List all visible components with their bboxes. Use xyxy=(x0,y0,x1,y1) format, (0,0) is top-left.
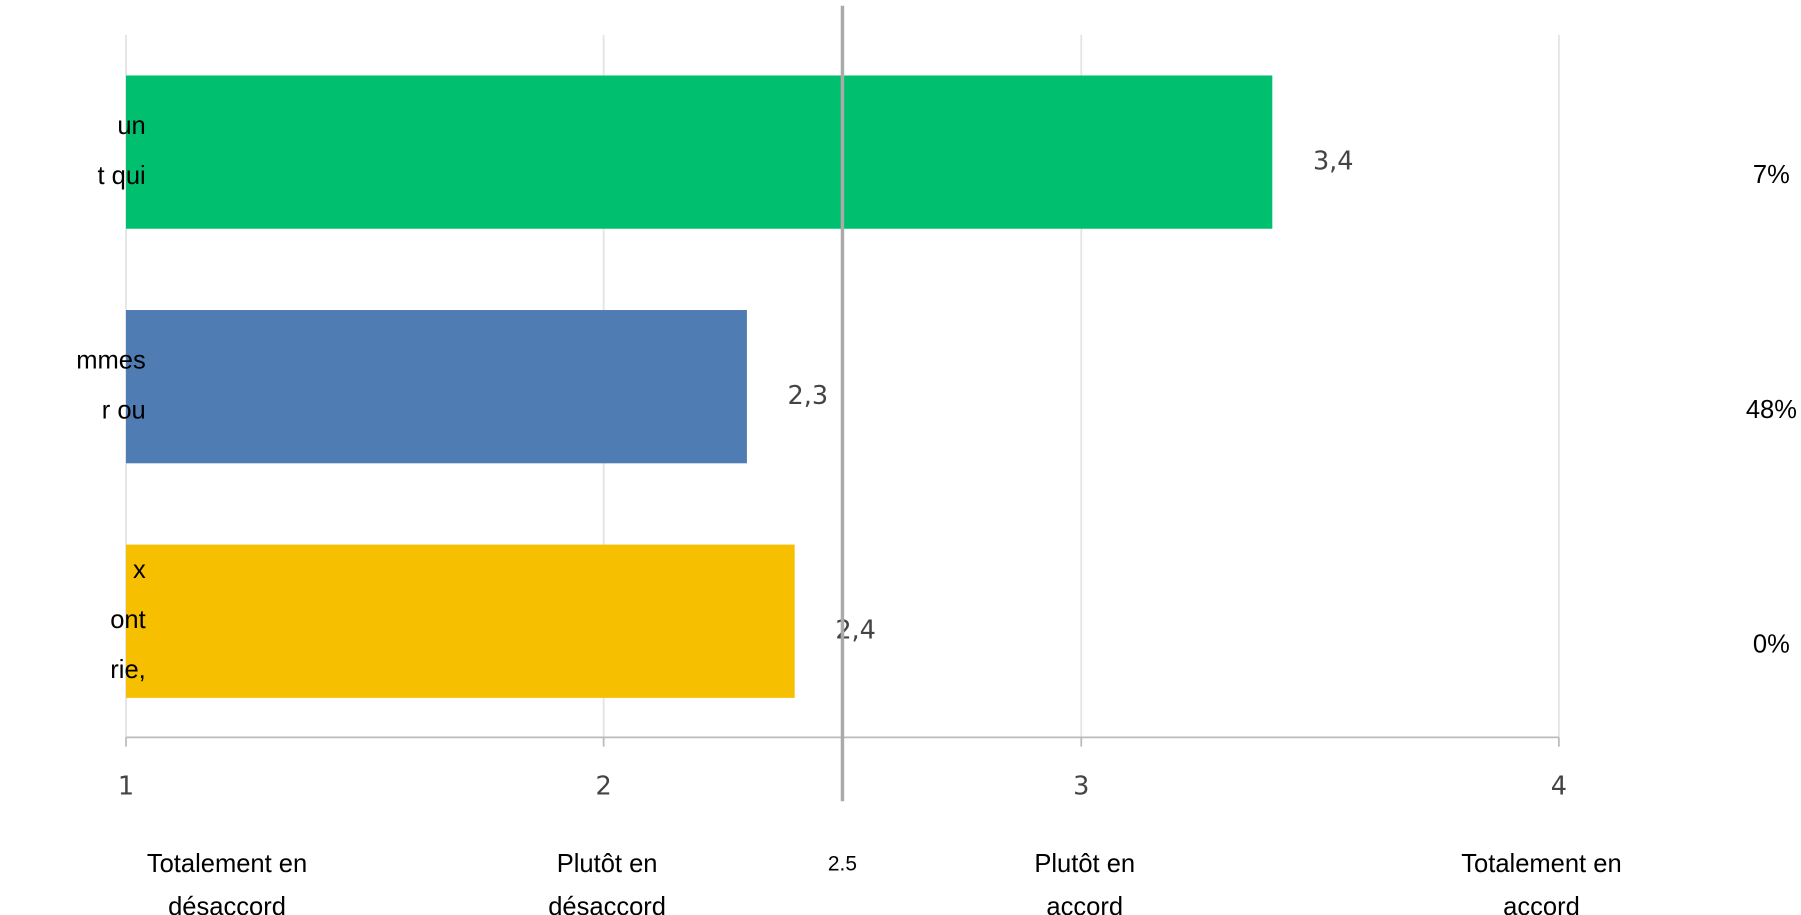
category-label: r ou xyxy=(102,396,146,424)
bar xyxy=(126,75,1273,229)
tick-description: accord xyxy=(1046,893,1123,915)
x-tick-label: 3 xyxy=(1073,771,1089,801)
x-tick-label: 4 xyxy=(1551,771,1567,801)
tick-description: accord xyxy=(1503,893,1580,915)
x-tick-label: 1 xyxy=(118,771,134,801)
tick-description: Plutôt en xyxy=(1034,850,1135,878)
tick-description: désaccord xyxy=(548,893,666,915)
category-label: mmes xyxy=(76,346,146,374)
share-label: 0% xyxy=(1753,630,1790,658)
share-label: 48% xyxy=(1746,396,1797,424)
category-label: t qui xyxy=(97,162,145,190)
tick-description: Totalement en xyxy=(147,850,307,878)
bar xyxy=(126,310,747,464)
category-label: x xyxy=(133,556,146,584)
tick-description: Totalement en xyxy=(1461,850,1621,878)
category-label: un xyxy=(117,112,145,140)
x-tick-label: 2 xyxy=(596,771,612,801)
category-label: ont xyxy=(110,606,146,634)
tick-description: désaccord xyxy=(168,893,286,915)
bar xyxy=(126,544,795,698)
tick-description: Plutôt en xyxy=(557,850,658,878)
reference-label: 2.5 xyxy=(828,853,857,876)
value-label: 2,3 xyxy=(788,381,829,411)
value-label: 3,4 xyxy=(1313,147,1354,177)
share-label: 7% xyxy=(1753,161,1790,189)
category-label: rie, xyxy=(110,656,145,684)
